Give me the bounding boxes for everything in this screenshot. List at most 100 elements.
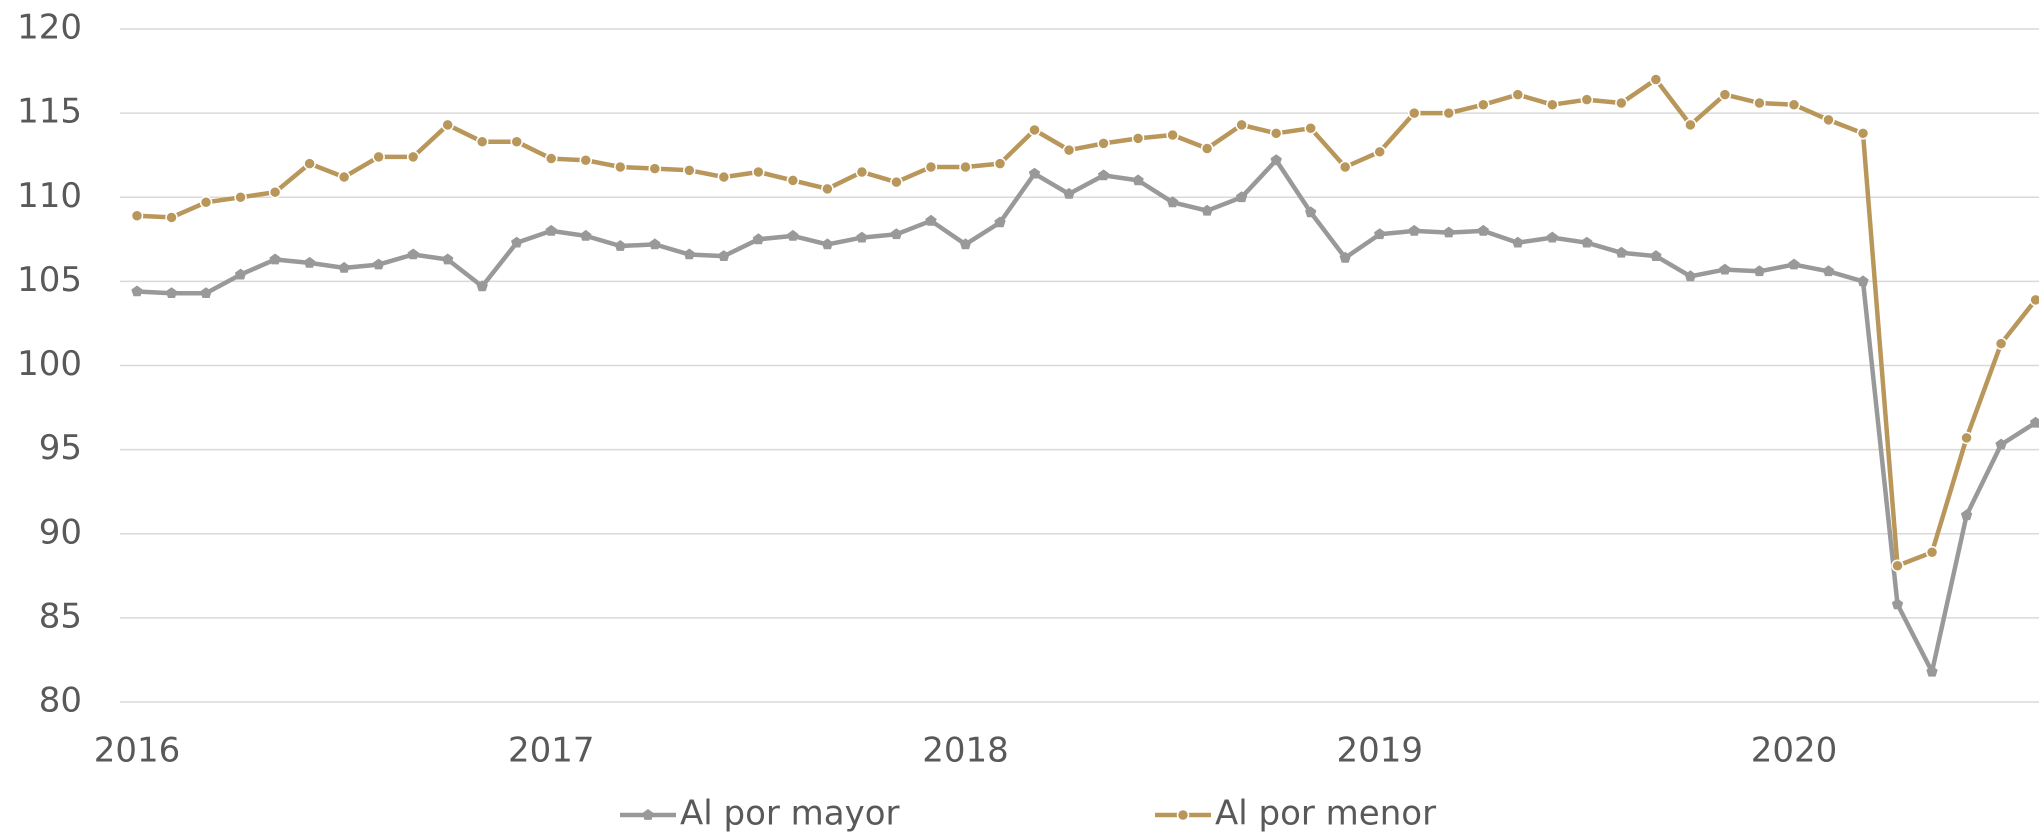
legend-label: Al por mayor [680, 794, 900, 834]
marker [580, 230, 591, 241]
marker [856, 167, 867, 178]
marker [1719, 264, 1730, 275]
marker [1616, 247, 1627, 258]
marker [1178, 810, 1189, 821]
marker [1650, 250, 1661, 261]
y-tick-label: 105 [17, 260, 82, 300]
marker [1443, 227, 1454, 238]
marker [1202, 143, 1213, 154]
marker [1064, 145, 1075, 156]
y-tick-label: 90 [39, 512, 82, 552]
marker [787, 175, 798, 186]
marker [1858, 128, 1869, 139]
y-tick-label: 120 [17, 8, 82, 48]
marker [856, 232, 867, 243]
marker [1271, 128, 1282, 139]
marker [1616, 98, 1627, 109]
marker [270, 187, 281, 198]
marker [511, 237, 522, 248]
marker [1927, 547, 1938, 558]
marker [1512, 237, 1523, 248]
marker [408, 151, 419, 162]
y-tick-label: 100 [17, 344, 82, 384]
marker [1892, 560, 1903, 571]
marker [1650, 74, 1661, 85]
marker [1961, 432, 1972, 443]
marker [511, 136, 522, 147]
y-tick-label: 85 [39, 596, 82, 636]
marker [1754, 265, 1765, 276]
marker [1512, 89, 1523, 100]
series [131, 154, 2039, 676]
marker [718, 172, 729, 183]
marker [615, 161, 626, 172]
marker [339, 172, 350, 183]
marker [166, 212, 177, 223]
x-tick-label: 2019 [1336, 731, 1423, 771]
marker [1029, 124, 1040, 135]
marker [995, 158, 1006, 169]
line [137, 80, 2036, 566]
y-tick-label: 95 [39, 428, 82, 468]
marker [1547, 99, 1558, 110]
marker [1547, 232, 1558, 243]
marker [684, 249, 695, 260]
y-tick-label: 115 [17, 92, 82, 132]
line [137, 160, 2036, 672]
marker [477, 136, 488, 147]
marker [822, 183, 833, 194]
marker [1478, 225, 1489, 236]
marker [235, 192, 246, 203]
marker [1132, 174, 1143, 185]
legend-item: Al por menor [1155, 794, 1436, 834]
marker [269, 254, 280, 265]
marker [891, 228, 902, 239]
legend-label: Al por menor [1215, 794, 1436, 834]
marker [1754, 98, 1765, 109]
marker [649, 163, 660, 174]
marker [1409, 108, 1420, 119]
marker [580, 155, 591, 166]
marker [546, 153, 557, 164]
marker [1892, 598, 1903, 609]
marker [1236, 119, 1247, 130]
marker [1098, 138, 1109, 149]
marker [960, 161, 971, 172]
marker [1443, 108, 1454, 119]
marker [787, 230, 798, 241]
marker [201, 197, 212, 208]
marker [925, 161, 936, 172]
marker [1374, 228, 1385, 239]
marker [684, 165, 695, 176]
marker [2030, 294, 2039, 305]
marker [891, 177, 902, 188]
marker [131, 286, 142, 297]
marker [1271, 154, 1282, 165]
marker [1305, 123, 1316, 134]
marker [1581, 94, 1592, 105]
marker [1788, 259, 1799, 270]
marker [1581, 237, 1592, 248]
x-tick-label: 2020 [1751, 731, 1838, 771]
marker [1098, 169, 1109, 180]
marker [1719, 89, 1730, 100]
marker [338, 262, 349, 273]
marker [1133, 133, 1144, 144]
marker [442, 119, 453, 130]
marker [1374, 146, 1385, 157]
y-tick-label: 110 [17, 176, 82, 216]
marker [166, 287, 177, 298]
y-tick-label: 80 [39, 681, 82, 721]
marker [1685, 119, 1696, 130]
marker [1823, 114, 1834, 125]
marker [753, 167, 764, 178]
marker [1857, 275, 1868, 286]
legend-item: Al por mayor [620, 794, 900, 834]
marker [649, 238, 660, 249]
x-tick-label: 2016 [94, 731, 181, 771]
x-tick-label: 2017 [508, 731, 595, 771]
marker [925, 215, 936, 226]
marker [1478, 99, 1489, 110]
marker [822, 238, 833, 249]
